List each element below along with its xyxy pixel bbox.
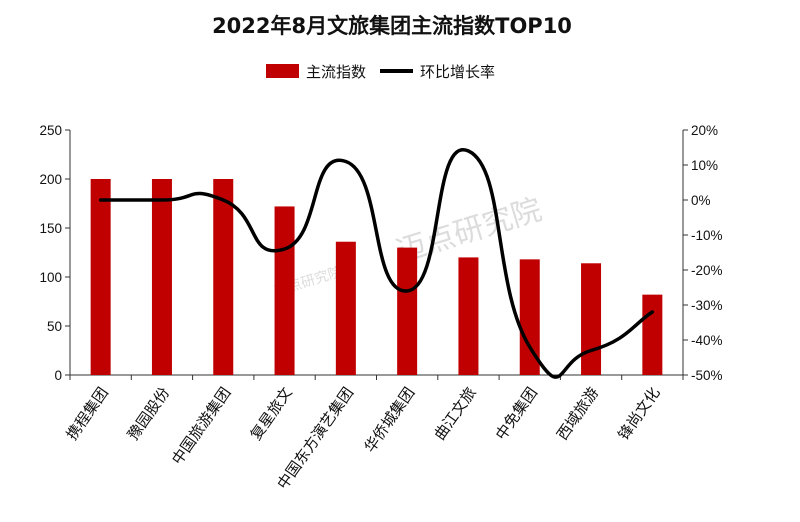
category-label: 中免集团: [492, 384, 541, 443]
bar: [519, 259, 540, 375]
y-right-tick-label: -10%: [691, 228, 723, 243]
bar: [581, 263, 602, 375]
growth-point: [344, 160, 348, 163]
growth-point: [283, 247, 287, 251]
bar: [642, 294, 663, 375]
category-label: 携程集团: [63, 384, 112, 443]
legend-bar-swatch: [266, 64, 299, 78]
y-right-tick-label: -30%: [691, 298, 723, 313]
growth-point: [466, 149, 470, 153]
legend: 主流指数 环比增长率: [266, 63, 495, 81]
category-label: 复星旅文: [247, 384, 296, 443]
growth-point: [221, 198, 225, 202]
y-left-tick-label: 100: [39, 270, 62, 285]
legend-line-label: 环比增长率: [420, 63, 495, 81]
category-label: 曲江文旅: [431, 384, 480, 443]
bar: [90, 179, 111, 375]
y-left-tick-label: 250: [39, 123, 62, 138]
bar: [458, 257, 479, 375]
growth-point: [99, 198, 103, 202]
y-left-tick-label: 200: [39, 172, 62, 187]
y-left-tick-label: 150: [39, 221, 62, 236]
legend-bar-label: 主流指数: [306, 63, 366, 81]
y-right-tick-label: -50%: [691, 368, 723, 383]
chart-title: 2022年8月文旅集团主流指数TOP10: [212, 14, 572, 38]
category-labels: 携程集团 豫园股份中国旅游集团 复星旅文中国东方演艺集团 华侨城集团 曲江文旅 中免集团西…: [63, 384, 664, 493]
bar: [151, 179, 172, 375]
category-label: 中国旅游集团: [168, 384, 234, 468]
category-label: 豫园股份: [124, 384, 173, 443]
y-left-tick-label: 50: [47, 319, 62, 334]
bar: [274, 206, 295, 375]
y-right-tick-label: 20%: [691, 123, 718, 138]
y-right-tick-label: 10%: [691, 158, 718, 173]
bars: [90, 179, 663, 375]
category-label: 西域旅游: [553, 384, 602, 443]
growth-line: [98, 148, 655, 379]
y-right-tick-label: -20%: [691, 263, 723, 278]
axes: 0 50 100 150 200 250 -50% -40% -30% -20% -10% 0% 10%…: [39, 123, 722, 383]
growth-point: [160, 198, 164, 202]
growth-line-path: [98, 148, 655, 379]
bar: [213, 179, 234, 375]
bar: [397, 247, 418, 375]
growth-point: [528, 345, 532, 349]
category-label: 锋尚文化: [614, 384, 663, 443]
y-left-tick-label: 0: [54, 368, 62, 383]
growth-point: [589, 349, 593, 352]
category-label: 华侨城集团: [361, 384, 419, 456]
y-right-tick-label: 0%: [691, 193, 711, 208]
y-right-tick-label: -40%: [691, 333, 723, 348]
bar: [335, 241, 356, 375]
growth-point: [405, 289, 409, 293]
growth-point: [650, 310, 654, 314]
